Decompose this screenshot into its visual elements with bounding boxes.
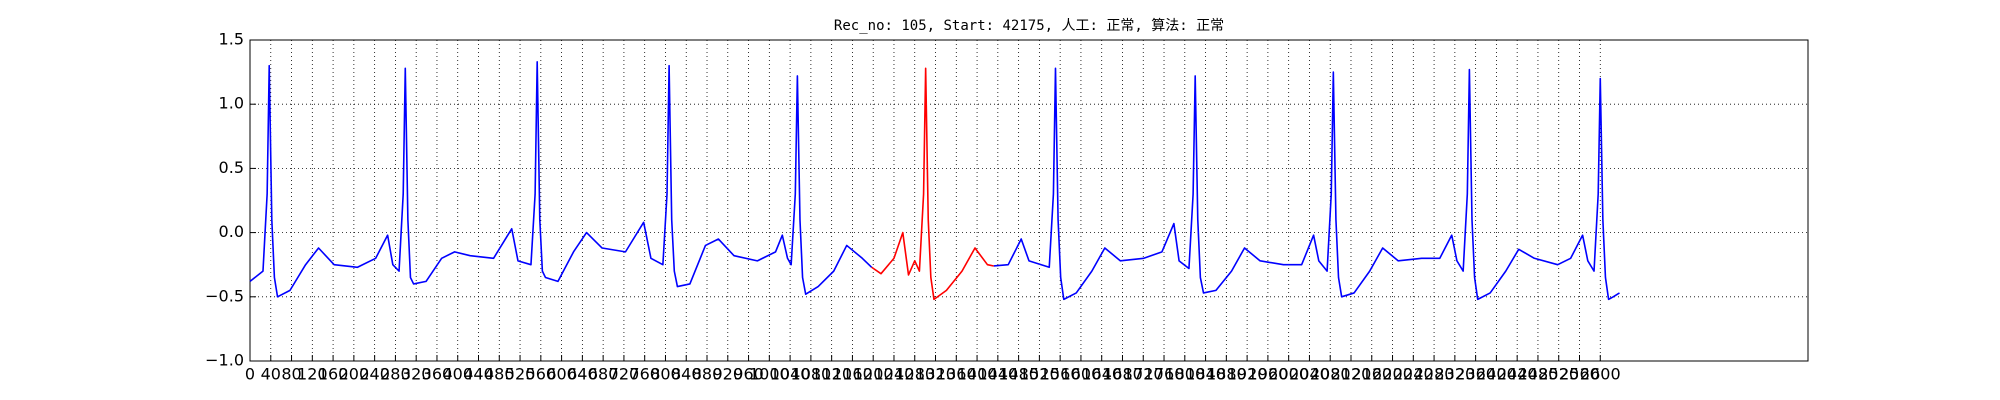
x-tick-label: 240 xyxy=(359,365,390,384)
x-tick-label: 2160 xyxy=(1351,365,1392,384)
x-tick-label: 2560 xyxy=(1559,365,1600,384)
plot-frame xyxy=(249,39,1809,362)
y-tick-label: 1.5 xyxy=(219,30,244,49)
x-tick-label: 800 xyxy=(650,365,681,384)
x-tick-label: 2120 xyxy=(1331,365,1372,384)
x-tick-label: 600 xyxy=(546,365,577,384)
x-tick-label: 760 xyxy=(629,365,660,384)
x-tick-label: 360 xyxy=(422,365,453,384)
x-tick-label: 2320 xyxy=(1434,365,1475,384)
x-tick-label: 2000 xyxy=(1268,365,1309,384)
x-tick-label: 1400 xyxy=(957,365,998,384)
x-tick-label: 1840 xyxy=(1185,365,1226,384)
y-tick-label: −1.0 xyxy=(205,351,244,370)
x-tick-label: 40 xyxy=(261,365,281,384)
x-tick-label: 2480 xyxy=(1518,365,1559,384)
x-tick-label: 120 xyxy=(297,365,328,384)
x-tick-label: 2360 xyxy=(1455,365,1496,384)
x-tick-label: 280 xyxy=(380,365,411,384)
x-tick-label: 1320 xyxy=(915,365,956,384)
x-tick-label: 2400 xyxy=(1476,365,1517,384)
x-tick-label: 2200 xyxy=(1372,365,1413,384)
x-tick-label: 960 xyxy=(733,365,764,384)
x-tick-label: 2240 xyxy=(1393,365,1434,384)
x-tick-label: 320 xyxy=(401,365,432,384)
x-tick-label: 1920 xyxy=(1227,365,1268,384)
x-tick-label: 560 xyxy=(526,365,557,384)
x-tick-label: 0 xyxy=(245,365,255,384)
y-tick-label: 0.5 xyxy=(219,158,244,177)
x-tick-label: 1080 xyxy=(791,365,832,384)
x-tick-label: 1960 xyxy=(1248,365,1289,384)
x-tick-label: 1240 xyxy=(874,365,915,384)
x-tick-label: 1440 xyxy=(977,365,1018,384)
y-tick-label: −0.5 xyxy=(205,286,244,305)
x-tick-label: 1120 xyxy=(811,365,852,384)
x-tick-label: 440 xyxy=(463,365,494,384)
x-tick-label: 880 xyxy=(692,365,723,384)
x-tick-label: 840 xyxy=(671,365,702,384)
x-tick-label: 1680 xyxy=(1102,365,1143,384)
x-tick-label: 1160 xyxy=(832,365,873,384)
x-tick-label: 2440 xyxy=(1497,365,1538,384)
x-tick-label: 680 xyxy=(588,365,619,384)
x-tick-label: 200 xyxy=(339,365,370,384)
x-tick-label: 1520 xyxy=(1019,365,1060,384)
x-tick-label: 1880 xyxy=(1206,365,1247,384)
ecg-line xyxy=(249,61,1620,301)
x-tick-label: 1560 xyxy=(1040,365,1081,384)
x-tick-label: 2040 xyxy=(1289,365,1330,384)
ecg-line xyxy=(871,67,994,301)
x-tick-label: 2520 xyxy=(1538,365,1579,384)
x-tick-label: 2080 xyxy=(1310,365,1351,384)
x-tick-label: 920 xyxy=(713,365,744,384)
x-tick-label: 1800 xyxy=(1164,365,1205,384)
x-tick-label: 2600 xyxy=(1580,365,1621,384)
x-tick-label: 1760 xyxy=(1144,365,1185,384)
x-tick-label: 480 xyxy=(484,365,515,384)
x-tick-label: 640 xyxy=(567,365,598,384)
x-tick-label: 1360 xyxy=(936,365,977,384)
x-tick-label: 1000 xyxy=(749,365,790,384)
x-tick-label: 720 xyxy=(609,365,640,384)
x-tick-label: 400 xyxy=(442,365,473,384)
x-tick-label: 1600 xyxy=(1061,365,1102,384)
x-tick-label: 2280 xyxy=(1414,365,1455,384)
x-tick-label: 1200 xyxy=(853,365,894,384)
x-tick-label: 80 xyxy=(281,365,301,384)
x-tick-label: 1640 xyxy=(1081,365,1122,384)
y-tick-label: 1.0 xyxy=(219,94,244,113)
x-tick-label: 1040 xyxy=(770,365,811,384)
x-tick-label: 1280 xyxy=(894,365,935,384)
x-tick-label: 160 xyxy=(318,365,349,384)
x-tick-label: 1480 xyxy=(998,365,1039,384)
x-tick-label: 520 xyxy=(505,365,536,384)
x-tick-label: 1720 xyxy=(1123,365,1164,384)
y-tick-label: 0.0 xyxy=(219,222,244,241)
chart-title: Rec_no: 105, Start: 42175, 人工: 正常, 算法: 正… xyxy=(834,18,1224,34)
